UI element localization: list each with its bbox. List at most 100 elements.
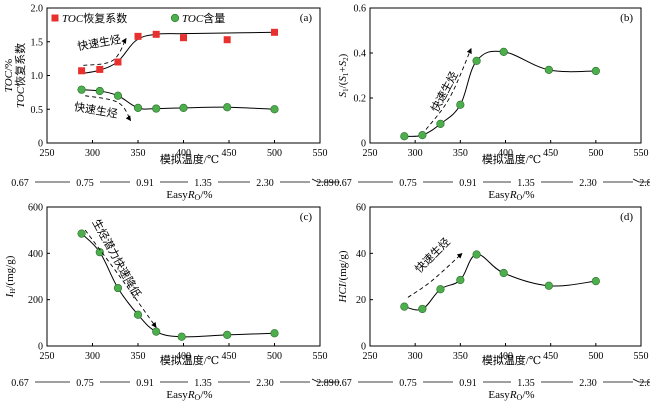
data-point-circle [472,56,481,65]
y-tick-label: 0 [38,139,43,150]
panel-label: (d) [620,211,633,223]
y-tick-label: 0 [361,342,366,353]
x-tick-label: 250 [40,351,55,362]
y-tick-label: 200 [28,295,43,306]
plot-frame [46,206,321,347]
x-tick-label: 500 [267,148,282,159]
easy-ro-axis: 0.67 0.75 0.91 1.35 2.30 2.89 [11,178,340,189]
data-point-circle [436,285,445,294]
easy-ro-tick-label: 0.75 [399,378,417,389]
y-tick-label: 0.2 [354,94,367,105]
x-tick-label: 500 [267,351,282,362]
data-point-circle [436,119,445,128]
data-point-circle [456,100,465,109]
data-point-circle [418,131,427,140]
x-tick-label: 250 [363,148,378,159]
data-point-square [180,34,187,42]
easy-ro-tick-label: 0.75 [76,378,94,389]
data-point-circle [95,248,104,257]
x-tick-label: 300 [408,351,423,362]
x-tick-label: 450 [543,351,558,362]
data-point-circle [270,105,279,114]
easy-ro-tick-label: 1.35 [517,378,535,389]
data-point-circle [77,85,86,94]
data-point-circle [223,103,232,112]
data-point-square [152,30,160,38]
y-tick-label: 0.5 [31,105,44,116]
x-tick-label: 400 [498,351,513,362]
y-tick-label: 60 [356,203,366,214]
annotation-text: 快速生烃 [73,99,119,120]
y-tick-label: 20 [356,295,366,306]
x-axis-label: 模拟温度/℃ [160,353,219,367]
y-tick-label: 0.6 [354,4,367,15]
easy-ro-tick-label: 0.91 [459,378,477,389]
x-axis-label: 模拟温度/℃ [482,353,541,367]
data-point-circle [591,66,600,76]
y-axis-label: S1/(S1+S2) [337,53,350,97]
easy-ro-tick-label: 1.35 [517,178,535,189]
data-point-circle [133,103,143,112]
annotation-arrow [85,95,132,122]
legend-marker-circle [170,13,180,23]
y-axis-label: TOC恢复系数 [13,43,27,108]
easy-ro-tick-label: 0.67 [334,178,352,189]
annotation-arrow [425,48,472,130]
easy-ro-tick-label: 0.75 [399,178,417,189]
y-tick-label: 0 [38,342,43,353]
easy-ro-label: EasyRO/% [488,389,534,402]
easy-ro-tick-label: 0.91 [459,178,477,189]
easy-ro-tick-label: 1.35 [194,178,212,189]
annotation-text: 快速生烃 [428,69,461,114]
data-point-circle [418,304,427,314]
data-point-square [96,65,104,73]
data-point-circle [591,277,600,286]
easy-ro-tick-label: 0.67 [334,378,352,389]
series-curve [404,50,596,137]
easy-ro-tick-label: 2.89 [316,178,334,189]
x-tick-label: 550 [634,148,649,159]
x-tick-label: 550 [313,351,328,362]
chart-panel-c: 250 300 350 400 450 500 550 0 200 400 600 (c) 模拟温度/℃… [4,203,340,402]
data-point-circle [400,132,409,141]
data-point-circle [499,47,508,56]
easy-ro-axis: 0.67 0.75 0.91 1.35 2.30 2.89 [334,378,650,389]
x-tick-label: 400 [498,148,513,159]
x-tick-label: 300 [85,148,100,159]
data-point-square [134,32,142,40]
easy-ro-arrow [311,378,319,383]
y-axis-label: HCI/(mg/g) [337,250,349,303]
annotation-text: 快速生烃 [412,235,453,276]
x-tick-label: 450 [543,148,558,159]
data-point-circle [179,103,188,112]
y-tick-label: 1.5 [31,37,44,48]
data-point-square [223,36,231,44]
data-point-circle [95,86,104,96]
x-tick-label: 250 [363,351,378,362]
x-tick-label: 350 [131,148,146,159]
easy-ro-tick-label: 0.67 [11,178,29,189]
x-tick-label: 500 [588,351,603,362]
easy-ro-tick-label: 2.30 [579,178,597,189]
easy-ro-tick-label: 2.30 [256,178,274,189]
data-point-circle [177,332,186,341]
y-tick-label: 1.0 [31,71,44,82]
annotation-arrow [83,37,127,66]
y-tick-label: 40 [356,249,366,260]
easy-ro-tick-label: 2.89 [316,378,334,389]
data-point-circle [472,250,481,259]
data-point-square [271,28,278,36]
easy-ro-tick-label: 0.75 [76,178,94,189]
chart-panel-b: 250 300 350 400 450 500 550 0 0.2 0.4 0.6 (b) 模拟温度/℃… [334,4,650,202]
easy-ro-arrow [632,378,640,383]
data-point-circle [544,281,553,290]
data-point-circle [499,268,508,278]
x-tick-label: 550 [313,148,328,159]
y-axis-label: IH/(mg/g) [4,255,17,298]
data-point-square [78,67,86,75]
data-point-circle [544,65,553,74]
x-tick-label: 250 [40,148,55,159]
annotation-text: 快速生烃 [76,32,122,53]
y-tick-label: 400 [28,249,43,260]
